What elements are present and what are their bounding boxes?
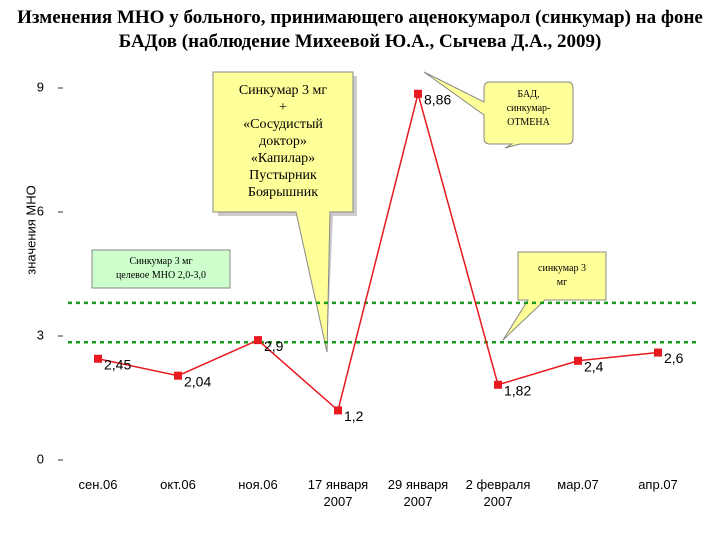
data-label: 1,82	[504, 382, 531, 398]
data-label: 2,45	[104, 356, 131, 372]
marker	[654, 348, 662, 357]
annotation: Синкумар 3 мг целевое МНО 2,0-3,0	[92, 255, 230, 283]
callout-box	[91, 249, 231, 289]
callout-bubble	[423, 71, 574, 149]
x-tick-label: апр.07	[638, 477, 678, 492]
annotation-line: «Сосудистый	[243, 117, 323, 132]
data-label: 1,2	[344, 408, 364, 424]
callout-bubble	[502, 251, 607, 341]
y-tick-label: 0	[37, 451, 44, 466]
annotation-line: синкумар 3	[538, 263, 586, 274]
x-tick-label: 29 января 2007	[387, 477, 449, 509]
annotation-line: +	[279, 100, 287, 115]
x-tick-label: сен.06	[78, 477, 118, 492]
marker	[174, 371, 182, 380]
marker	[94, 354, 102, 363]
annotation-line: БАД,	[517, 89, 540, 100]
annotation-line: ОТМЕНА	[507, 117, 550, 128]
y-tick-label: 3	[37, 327, 44, 342]
y-tick-label: 9	[37, 79, 44, 94]
x-tick-label: 17 января 2007	[307, 477, 369, 509]
x-tick-label: мар.07	[557, 477, 599, 492]
y-tick-label: 6	[37, 203, 44, 218]
data-label: 2,04	[184, 373, 211, 389]
annotation: синкумар 3 мг	[518, 262, 606, 290]
annotation-line: «Капилар»	[250, 151, 316, 166]
callout-bubble	[212, 71, 354, 353]
annotation-line: Боярышник	[247, 185, 319, 200]
annotation-line: мг	[556, 277, 568, 288]
marker	[414, 89, 422, 98]
data-label: 2,4	[584, 359, 604, 375]
chart-title: Изменения МНО у больного, принимающего а…	[17, 7, 703, 52]
marker	[254, 336, 262, 345]
x-tick-label: 2 февраля 2007	[465, 477, 531, 509]
annotation-line: целевое МНО 2,0-3,0	[115, 270, 207, 281]
x-tick-label: ноя.06	[238, 477, 278, 492]
data-label: 2,9	[264, 338, 284, 354]
annotation: Синкумар 3 мг + «Сосудистый доктор» «Капилар…	[213, 82, 353, 201]
x-tick-label: окт.06	[160, 477, 196, 492]
line	[97, 90, 659, 412]
marker	[494, 380, 502, 389]
annotation-line: доктор»	[259, 134, 307, 149]
annotation: БАД, синкумар- ОТМЕНА	[484, 88, 573, 130]
marker	[334, 406, 342, 415]
annotation-line: Пустырник	[249, 168, 317, 183]
data-label: 2,6	[664, 350, 684, 366]
annotation-line: синкумар-	[506, 103, 551, 114]
annotation-line: Синкумар 3 мг	[238, 83, 328, 98]
marker	[574, 356, 582, 365]
y-axis-label: значения МНО	[23, 185, 38, 275]
data-label: 8,86	[424, 91, 451, 107]
annotation-line: Синкумар 3 мг	[129, 256, 193, 267]
